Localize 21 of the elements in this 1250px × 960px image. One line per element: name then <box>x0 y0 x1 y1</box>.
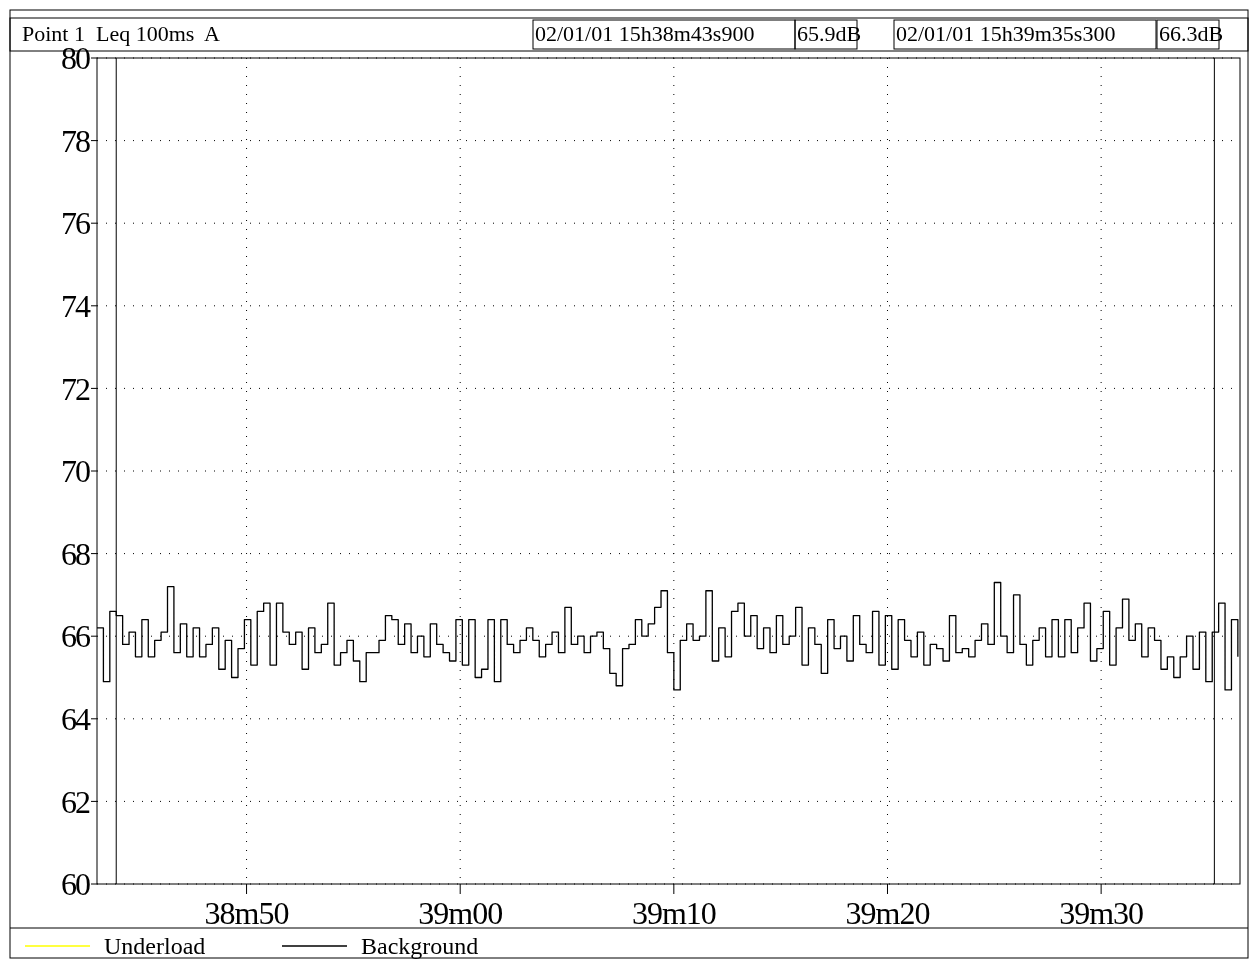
y-tick-label: 62 <box>61 783 90 820</box>
y-tick-label: 64 <box>61 701 91 737</box>
text: 02/01/01 15h38m43s900 <box>535 21 755 46</box>
text: 02/01/01 15h39m35s300 <box>896 21 1116 46</box>
y-tick-label: 68 <box>61 535 90 572</box>
y-tick-label: 70 <box>61 453 90 490</box>
x-tick-label: 39m10 <box>631 895 716 931</box>
y-tick-label: 74 <box>61 288 91 324</box>
x-tick-label: 38m50 <box>204 895 289 931</box>
text: 66.3dB <box>1159 21 1224 46</box>
y-tick-label: 66 <box>61 618 91 655</box>
y-tick-label: 76 <box>61 205 91 242</box>
x-tick-label: 39m30 <box>1059 895 1144 931</box>
y-tick-label: 72 <box>61 370 90 407</box>
x-tick-label: 39m20 <box>845 895 930 931</box>
legend-label: Background <box>361 933 479 959</box>
text: 65.9dB <box>797 21 862 46</box>
legend-label: Underload <box>104 933 206 959</box>
y-tick-label: 78 <box>61 122 90 159</box>
x-tick-label: 39m00 <box>418 895 503 931</box>
y-tick-label: 60 <box>61 866 90 903</box>
